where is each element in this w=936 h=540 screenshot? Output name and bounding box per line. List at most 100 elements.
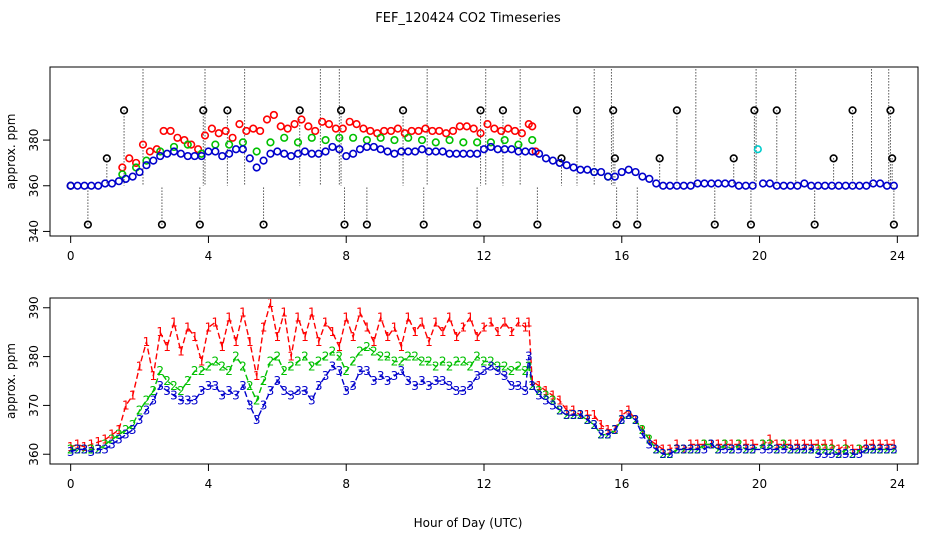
data-point-label: 1 [794, 437, 802, 451]
data-point-label: 2 [411, 350, 419, 364]
data-point-label: 1 [239, 306, 247, 320]
data-point [280, 149, 289, 158]
data-point-label: 3 [322, 369, 330, 383]
data-point [610, 154, 619, 163]
data-point-label: 3 [773, 442, 781, 456]
data-point-label: 3 [708, 437, 716, 451]
data-point-label: 3 [646, 437, 654, 451]
data-point-label: 1 [129, 389, 137, 403]
data-point-label: 3 [225, 384, 233, 398]
data-point [114, 177, 123, 186]
data-point [445, 149, 454, 158]
data-point-label: 3 [863, 442, 871, 456]
data-point [324, 119, 334, 129]
data-point [362, 142, 371, 152]
data-point [266, 138, 275, 147]
data-point [280, 133, 289, 142]
data-point [448, 126, 458, 136]
data-point [862, 181, 871, 190]
data-point-label: 2 [828, 442, 836, 456]
data-point [245, 154, 254, 163]
data-point-label: 2 [890, 442, 898, 456]
data-point-label: 1 [480, 320, 488, 334]
data-point [314, 149, 323, 158]
data-point-label: 3 [122, 428, 130, 442]
data-point-label: 3 [67, 445, 75, 459]
data-point-label: 2 [856, 442, 864, 456]
data-point-label: 2 [404, 350, 412, 364]
data-point-label: 3 [659, 447, 667, 461]
data-point-label: 2 [453, 354, 461, 368]
data-point-label: 1 [625, 403, 633, 417]
data-point-label: 3 [714, 442, 722, 456]
data-point-label: 3 [611, 423, 619, 437]
data-point [569, 163, 578, 172]
data-point-label: 1 [136, 359, 144, 373]
data-point-label: 2 [122, 423, 130, 437]
data-point [829, 154, 838, 163]
data-point-label: 3 [232, 389, 240, 403]
data-point [886, 106, 895, 115]
data-point-label: 1 [597, 418, 605, 432]
data-point-label: 2 [766, 437, 774, 451]
data-point-label: 1 [432, 315, 440, 329]
data-point-label: 1 [184, 320, 192, 334]
data-point-label: 2 [225, 364, 233, 378]
data-point-label: 3 [828, 447, 836, 461]
data-point [73, 181, 82, 190]
data-point [390, 135, 399, 145]
data-point-label: 1 [349, 330, 357, 344]
data-point [101, 179, 110, 188]
data-point-label: 3 [687, 442, 695, 456]
data-point-label: 2 [749, 442, 757, 456]
data-point [307, 149, 316, 158]
data-point [223, 106, 232, 115]
data-point-label: 1 [773, 437, 781, 451]
x-tick-label: 16 [614, 249, 629, 263]
data-point-label: 3 [177, 394, 185, 408]
data-point-label: 1 [563, 403, 571, 417]
data-point [345, 117, 354, 126]
data-point-label: 3 [525, 350, 533, 364]
data-point-label: 3 [528, 379, 536, 393]
data-point [753, 18, 760, 25]
y-tick-label: 380 [27, 129, 41, 152]
data-point [183, 151, 192, 161]
x-tick-label: 16 [614, 477, 629, 491]
data-point-label: 2 [287, 359, 295, 373]
data-point [169, 142, 179, 152]
data-point-label: 1 [411, 325, 419, 339]
data-point-label: 1 [218, 340, 226, 354]
data-point-label: 3 [780, 442, 788, 456]
data-point-label: 1 [701, 437, 709, 451]
data-point [421, 124, 430, 133]
data-point-label: 3 [618, 413, 626, 427]
data-point [528, 122, 537, 131]
data-point-label: 1 [460, 320, 468, 334]
data-point [786, 181, 795, 190]
data-point-label: 1 [356, 306, 364, 320]
data-point-label: 2 [280, 364, 288, 378]
data-point-label: 1 [301, 330, 309, 344]
data-point-label: 1 [425, 335, 433, 349]
data-point-label: 2 [67, 442, 75, 456]
x-tick-label: 4 [205, 477, 213, 491]
data-point-label: 3 [432, 374, 440, 388]
data-point [888, 154, 897, 163]
data-point [135, 167, 144, 177]
data-point [431, 147, 440, 156]
data-point [693, 179, 702, 188]
data-point-label: 3 [883, 442, 891, 456]
data-point [631, 167, 640, 177]
data-point [514, 140, 523, 149]
data-point [125, 154, 134, 163]
data-point-label: 2 [315, 354, 323, 368]
data-point [572, 106, 582, 115]
data-point-label: 1 [652, 437, 660, 451]
data-point [238, 138, 247, 147]
data-point [166, 126, 175, 136]
data-point-label: 3 [876, 442, 884, 456]
data-point [66, 181, 75, 190]
data-point [207, 124, 216, 133]
data-point [102, 154, 111, 163]
